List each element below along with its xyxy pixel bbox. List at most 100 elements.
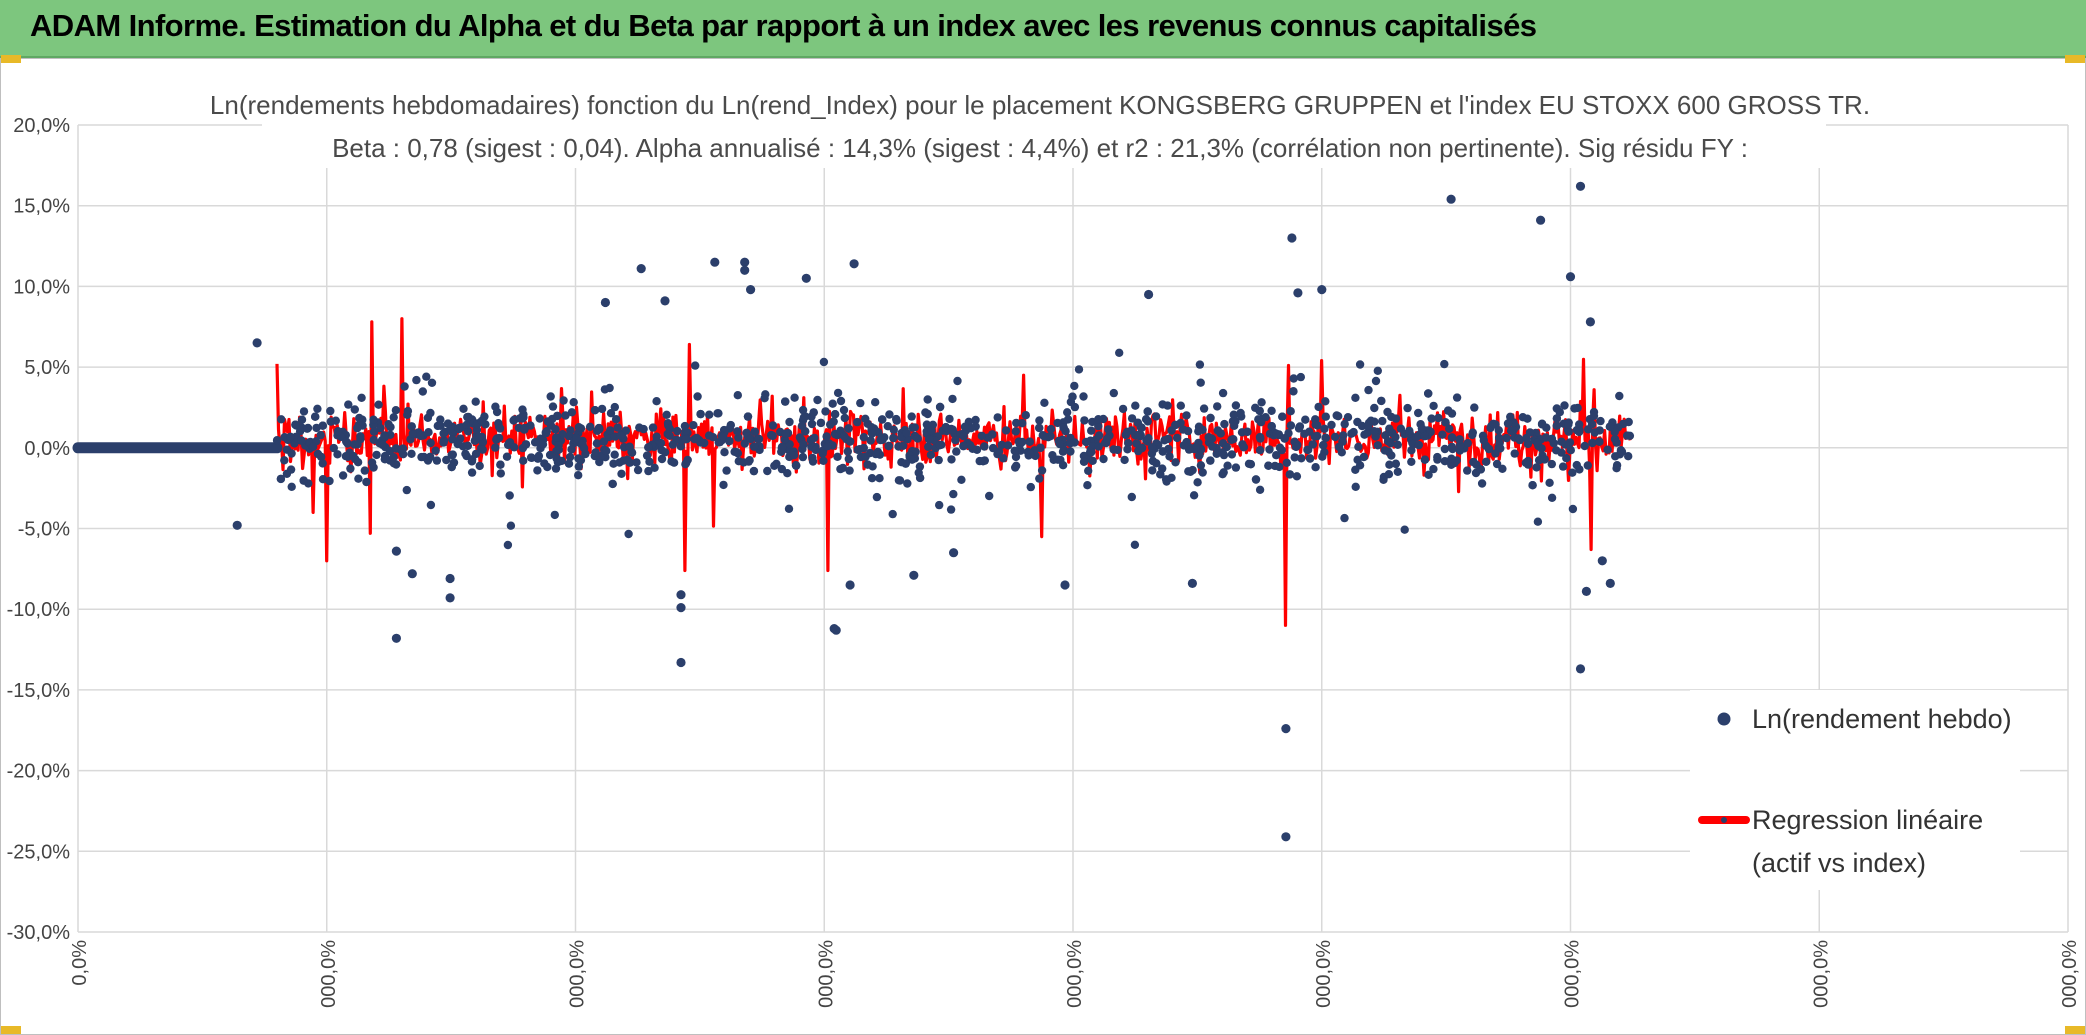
outlier-point	[1287, 233, 1297, 243]
outlier-point	[1317, 285, 1327, 295]
return-point	[863, 460, 872, 469]
return-point	[1267, 422, 1276, 431]
return-point	[551, 464, 561, 473]
return-point	[369, 463, 378, 472]
return-point	[520, 423, 529, 433]
return-point	[1588, 438, 1597, 448]
return-point	[801, 427, 810, 436]
frame-handle-top-left[interactable]	[1, 55, 21, 63]
return-point	[1303, 445, 1312, 454]
return-point	[1193, 478, 1202, 487]
y-tick-label: 5,0%	[24, 357, 70, 379]
outlier-point	[831, 625, 841, 635]
return-point	[1568, 504, 1578, 514]
return-point	[789, 451, 799, 460]
return-point	[1037, 466, 1047, 475]
return-point	[606, 409, 616, 418]
return-point	[1373, 441, 1383, 450]
return-point	[1566, 446, 1576, 455]
return-point	[1291, 442, 1301, 451]
return-point	[610, 450, 619, 459]
frame-handle-bottom-right[interactable]	[2065, 1026, 2085, 1034]
return-point	[353, 423, 362, 433]
return-point	[1575, 427, 1584, 437]
return-point	[436, 415, 445, 424]
return-point	[1580, 441, 1589, 451]
return-point	[299, 407, 309, 416]
return-point	[1590, 428, 1600, 437]
return-point	[1172, 433, 1182, 443]
return-point	[836, 396, 846, 406]
outlier-point	[1446, 194, 1456, 204]
return-point	[1420, 431, 1430, 441]
return-point	[988, 443, 998, 453]
return-point	[704, 431, 714, 440]
return-point	[492, 434, 502, 443]
return-point	[369, 427, 379, 436]
y-tick-label: -5,0%	[18, 519, 70, 541]
return-point	[980, 442, 989, 451]
return-point	[605, 383, 614, 393]
return-point	[1124, 438, 1133, 448]
return-point	[1080, 416, 1089, 425]
x-tick-label: 000,0%	[815, 940, 837, 1008]
return-point	[645, 457, 654, 466]
outlier-point	[1605, 578, 1615, 589]
return-point	[496, 460, 505, 469]
frame-handle-top-right[interactable]	[2065, 55, 2085, 63]
return-point	[1198, 468, 1207, 477]
return-point	[1564, 420, 1573, 429]
y-tick-label: 20,0%	[13, 115, 70, 137]
return-point	[1384, 470, 1394, 479]
return-point	[1220, 419, 1229, 429]
return-point	[1503, 419, 1513, 428]
return-point	[1605, 422, 1615, 431]
x-tick-label: 000,0%	[1562, 940, 1584, 1008]
return-point	[1095, 431, 1104, 440]
return-point	[1143, 407, 1152, 416]
return-point	[299, 476, 308, 485]
return-point	[1115, 348, 1124, 357]
return-point	[1081, 437, 1091, 447]
return-point	[1094, 442, 1103, 451]
return-point	[1236, 408, 1245, 418]
return-point	[1036, 443, 1045, 452]
return-point	[1359, 452, 1369, 462]
return-point	[1160, 436, 1169, 445]
chart-title-line2: Beta : 0,78 (sigest : 0,04). Alpha annua…	[332, 133, 1748, 163]
return-point	[574, 471, 583, 480]
legend-line-dot	[1721, 817, 1727, 823]
frame-handle-bottom-left[interactable]	[1, 1026, 21, 1034]
return-point	[1257, 398, 1266, 407]
return-point	[885, 410, 894, 419]
return-point	[1479, 436, 1489, 445]
return-point	[1393, 467, 1403, 476]
return-point	[1380, 446, 1390, 455]
return-point	[1560, 401, 1569, 410]
return-point	[312, 423, 321, 433]
return-point	[1102, 434, 1112, 444]
return-point	[1229, 410, 1239, 419]
return-point	[750, 442, 759, 451]
return-point	[1087, 426, 1096, 435]
return-point	[818, 449, 827, 458]
return-point	[1063, 408, 1072, 417]
return-point	[713, 409, 722, 418]
return-point	[1596, 416, 1605, 426]
return-point	[1612, 438, 1621, 447]
return-point	[1603, 445, 1612, 454]
return-point	[354, 474, 363, 483]
return-point	[531, 438, 540, 447]
return-point	[821, 407, 830, 416]
return-point	[1012, 418, 1021, 428]
return-point	[1113, 445, 1122, 455]
return-point	[746, 434, 755, 444]
report-title: ADAM Informe. Estimation du Alpha et du …	[30, 8, 1537, 43]
return-point	[1171, 458, 1180, 467]
return-point	[826, 420, 835, 429]
return-point	[533, 466, 542, 475]
return-point	[1379, 475, 1388, 484]
return-point	[561, 411, 570, 420]
return-point	[1405, 426, 1414, 436]
x-tick-label: 000,0%	[1064, 940, 1086, 1008]
